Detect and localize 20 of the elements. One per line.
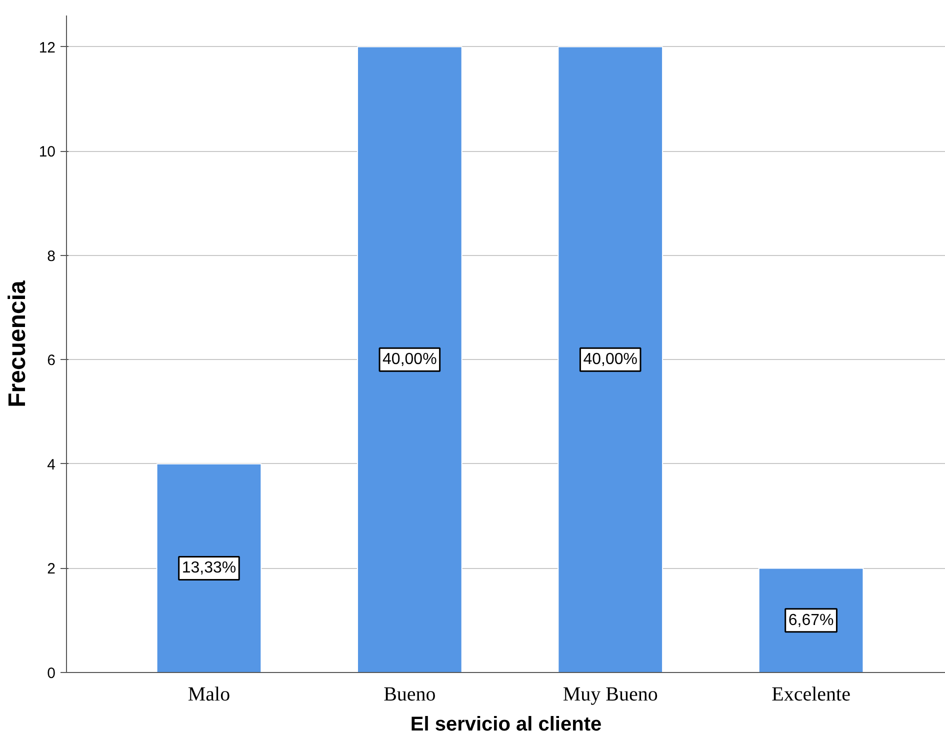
y-tick-label: 6	[47, 352, 56, 370]
annotation: 40,00%	[382, 351, 437, 368]
y-tick-label: 12	[38, 39, 56, 56]
x-tick-label: Muy Bueno	[562, 684, 658, 706]
y-tick-label: 4	[47, 456, 56, 474]
y-tick-label: 2	[47, 560, 56, 578]
bar	[558, 46, 664, 672]
x-axis-title: El servicio al cliente	[410, 714, 602, 736]
x-tick-label: Excelente	[772, 684, 851, 706]
bar	[156, 463, 262, 672]
x-tick-label: Malo	[188, 684, 230, 706]
annotation: 6,67%	[788, 612, 834, 629]
annotation: 40,00%	[583, 351, 638, 368]
y-tick-label: 10	[38, 144, 56, 161]
y-axis-title: Frecuencia	[4, 280, 31, 408]
y-tick-label: 8	[47, 248, 56, 265]
y-tick-label: 0	[47, 665, 56, 682]
x-tick-label: Bueno	[384, 684, 436, 706]
bar	[356, 46, 462, 672]
annotation: 13,33%	[182, 560, 236, 577]
